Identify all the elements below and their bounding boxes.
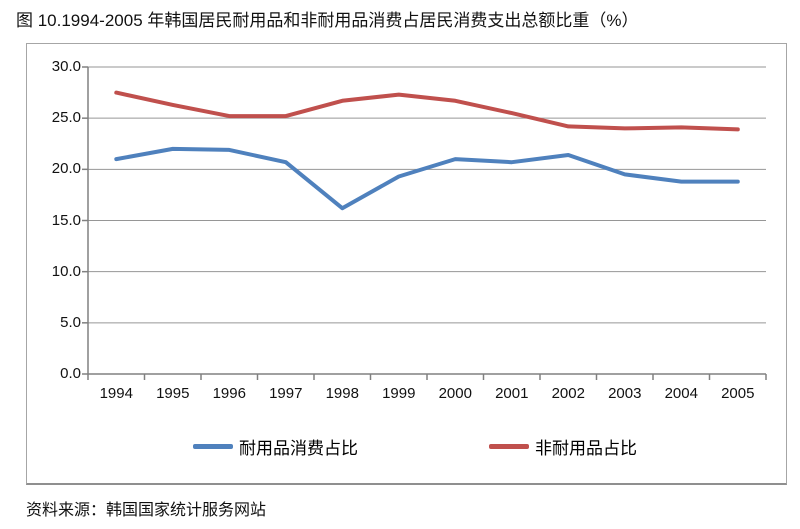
x-tick-label: 2003	[608, 385, 642, 402]
x-tick-label: 1996	[212, 385, 246, 402]
y-tick-label: 25.0	[51, 109, 81, 127]
chart-container: 30.0 25.0 20.0 15.0 10.0 5.0 0.0 1994 1995 1996 1…	[26, 43, 787, 485]
y-tick-label: 15.0	[51, 211, 81, 229]
nondurable-line-swatch	[489, 443, 529, 449]
legend-label-durable: 耐用品消费占比	[239, 438, 358, 458]
legend-item-nondurable: 非耐用品占比	[489, 437, 637, 458]
y-tick-label: 30.0	[51, 58, 81, 75]
x-tick-label: 1994	[99, 385, 133, 402]
line-chart-plot-area	[82, 66, 767, 380]
x-tick-label: 1998	[325, 385, 359, 402]
x-tick-label: 2002	[551, 385, 585, 402]
x-tick-label: 1997	[269, 385, 303, 402]
x-tick-label: 1999	[382, 385, 416, 402]
y-tick-label: 10.0	[51, 262, 81, 280]
source-note: 资料来源：韩国国家统计服务网站	[26, 502, 267, 519]
legend-item-durable: 耐用品消费占比	[193, 437, 358, 458]
chart-title: 图 10.1994-2005 年韩国居民耐用品和非耐用品消费占居民消费支出总额比…	[16, 11, 639, 30]
x-tick-label: 2000	[438, 385, 472, 402]
y-tick-label: 5.0	[60, 313, 81, 331]
nondurable-series-line	[114, 90, 740, 132]
x-tick-label: 2004	[664, 385, 698, 402]
x-tick-label: 2001	[495, 385, 529, 402]
durable-series-line	[114, 146, 740, 211]
y-tick-label: 0.0	[60, 365, 81, 382]
y-tick-label: 20.0	[51, 160, 81, 178]
durable-line-swatch	[193, 443, 233, 449]
legend-label-nondurable: 非耐用品占比	[535, 438, 637, 458]
x-tick-label: 2005	[721, 385, 755, 402]
x-tick-label: 1995	[156, 385, 190, 402]
